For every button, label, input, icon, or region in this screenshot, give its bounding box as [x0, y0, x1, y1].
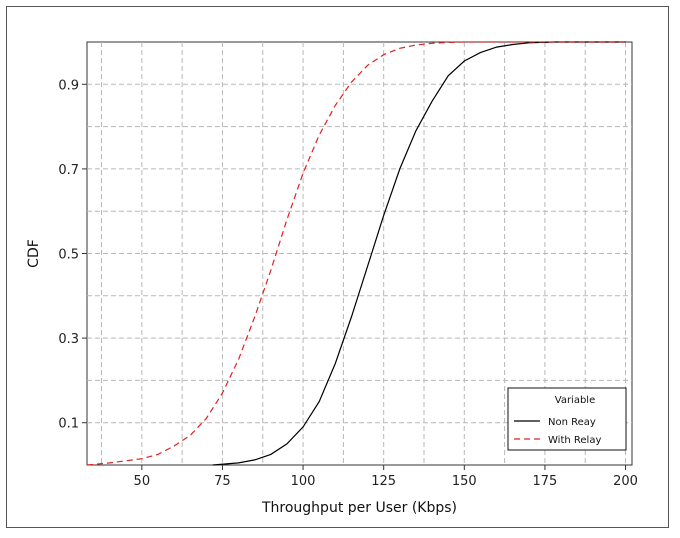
- y-axis-label: CDF: [26, 239, 42, 268]
- y-tick-label: 0.7: [58, 163, 79, 178]
- x-axis-label: Throughput per User (Kbps): [261, 500, 457, 516]
- legend-label-with-relay: With Relay: [548, 435, 601, 446]
- x-tick-label: 50: [134, 474, 151, 489]
- series-line-with-relay: [86, 41, 626, 466]
- x-tick-label: 200: [613, 474, 638, 489]
- grid: [87, 42, 632, 465]
- series-line-non-relay: [212, 41, 626, 466]
- y-tick-label: 0.5: [58, 248, 79, 263]
- axis-ticks: 50 75 100 125 150 175 200 0.1 0.3 0.5 0.7 0.9: [58, 78, 638, 489]
- x-tick-label: 75: [214, 474, 231, 489]
- series-layer: [86, 41, 626, 466]
- x-tick-label: 125: [371, 474, 396, 489]
- y-tick-label: 0.3: [58, 332, 79, 347]
- legend-label-non-relay: Non Reay: [548, 417, 596, 428]
- legend-box: [507, 387, 627, 451]
- legend-title: Variable: [555, 395, 596, 406]
- y-tick-label: 0.1: [58, 417, 79, 432]
- x-tick-label: 100: [291, 474, 316, 489]
- legend: Variable Non Reay With Relay: [507, 387, 627, 451]
- y-tick-label: 0.9: [58, 78, 79, 93]
- x-tick-label: 175: [533, 474, 558, 489]
- x-tick-label: 150: [452, 474, 477, 489]
